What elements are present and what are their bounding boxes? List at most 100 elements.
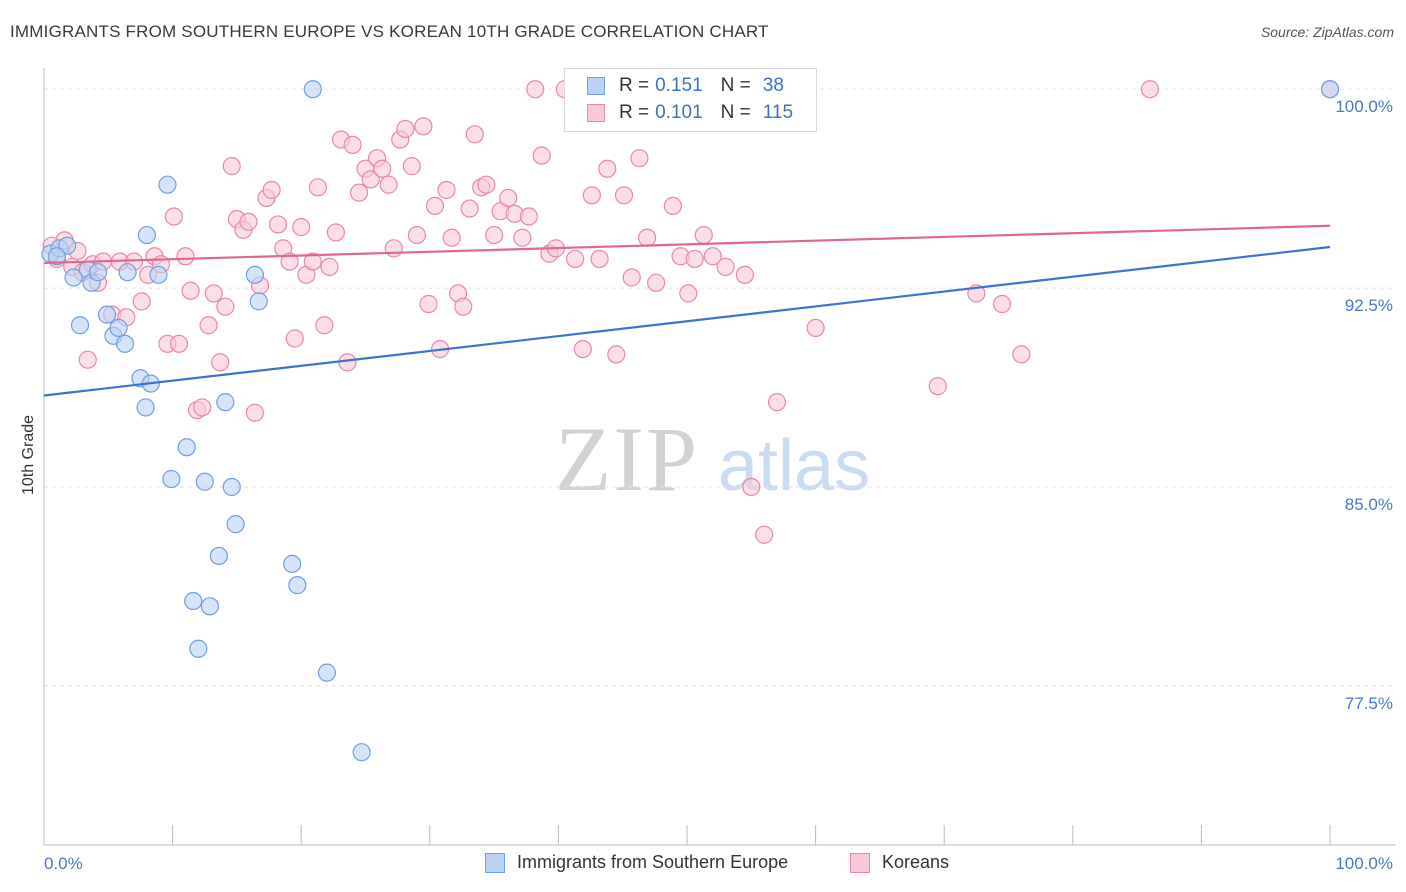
koreans-point: [193, 398, 212, 417]
koreans-point: [573, 339, 592, 359]
koreans-point: [239, 212, 258, 231]
koreans-point: [526, 80, 545, 99]
koreans-point: [598, 159, 617, 178]
koreans-point: [928, 377, 947, 396]
koreans-point: [338, 353, 357, 372]
koreans-point: [216, 297, 235, 316]
koreans-point: [303, 252, 322, 271]
koreans-point: [326, 223, 346, 242]
koreans-point: [499, 188, 518, 208]
koreans-point: [630, 149, 649, 168]
koreans-point: [694, 225, 713, 245]
koreans-point: [735, 265, 754, 284]
koreans-point: [373, 159, 392, 178]
axes: [43, 68, 1396, 846]
koreans-point: [767, 393, 787, 412]
southern-europe-point: [189, 639, 208, 658]
legend-n-label: N =: [720, 75, 751, 96]
legend-item-southern-europe[interactable]: Immigrants from Southern Europe: [485, 852, 788, 873]
southern-europe-point: [118, 263, 137, 282]
southern-europe-point: [115, 334, 135, 353]
legend-r-label: R =: [619, 102, 650, 123]
legend-item-koreans[interactable]: Koreans: [850, 852, 949, 873]
legend-swatch-blue: [485, 852, 505, 873]
legend-row-koreans: R = 0.101 N = 115: [587, 100, 793, 126]
trend-lines: [43, 224, 1331, 397]
koreans-point: [647, 273, 666, 292]
watermark: ZIP atlas: [555, 408, 870, 510]
southern-europe-point: [70, 316, 90, 335]
koreans-point: [716, 257, 735, 276]
koreans-point: [361, 170, 380, 189]
koreans-point: [1012, 345, 1031, 364]
tick-labels: 77.5% 85.0% 92.5% 100.0% 0.0% 100.0%: [44, 97, 1393, 873]
koreans-point: [806, 318, 825, 337]
legend-swatch-pink: [850, 852, 870, 873]
koreans-point: [663, 196, 682, 215]
koreans-point: [590, 249, 609, 269]
koreans-point: [607, 345, 626, 364]
southern-europe-point: [136, 398, 155, 417]
koreans-point: [222, 157, 241, 176]
watermark-atlas: atlas: [718, 426, 870, 506]
x-tick-label: 100.0%: [1335, 854, 1393, 873]
y-tick-label: 77.5%: [1345, 694, 1393, 713]
koreans-point: [992, 294, 1012, 314]
koreans-point: [477, 175, 496, 194]
koreans-point: [211, 353, 230, 372]
koreans-point: [320, 257, 339, 276]
gridlines: [44, 88, 1396, 687]
koreans-point: [419, 294, 438, 314]
koreans-point: [181, 281, 200, 300]
koreans-point: [78, 350, 97, 369]
koreans-point: [315, 316, 334, 335]
southern-europe-point: [149, 265, 168, 284]
y-axis-label: 10th Grade: [20, 415, 37, 495]
legend-r-value: 0.151: [655, 75, 703, 96]
koreans-point: [566, 249, 585, 269]
koreans-point: [485, 225, 504, 245]
southern-europe-trend-line: [43, 245, 1331, 397]
southern-europe-point: [222, 477, 241, 497]
x-tick-label: 0.0%: [44, 854, 83, 873]
legend-row-southern-europe: R = 0.151 N = 38: [587, 73, 784, 99]
southern-europe-point: [1320, 80, 1340, 99]
koreans-trend-line: [43, 224, 1331, 265]
koreans-point: [285, 329, 304, 348]
southern-europe-point: [317, 663, 337, 682]
legend-n-value: 38: [762, 75, 784, 96]
koreans-point: [460, 199, 479, 218]
koreans-point: [379, 175, 398, 194]
legend-label: Immigrants from Southern Europe: [517, 852, 789, 872]
koreans-point: [442, 228, 461, 247]
southern-europe-point: [352, 743, 371, 762]
y-tick-label: 85.0%: [1345, 495, 1393, 514]
koreans-point: [679, 284, 698, 303]
southern-europe-points: [41, 80, 1340, 762]
southern-europe-point: [88, 263, 108, 282]
koreans-point: [396, 119, 415, 139]
koreans-point: [292, 218, 311, 237]
koreans-point: [742, 477, 761, 497]
southern-europe-point: [245, 265, 265, 284]
koreans-point: [164, 207, 183, 226]
southern-europe-point: [216, 393, 235, 412]
koreans-point: [268, 215, 288, 234]
koreans-point: [384, 239, 403, 258]
koreans-point: [622, 268, 641, 287]
koreans-point: [614, 186, 634, 205]
southern-europe-point: [283, 554, 302, 574]
koreans-point: [685, 249, 704, 269]
koreans-point: [638, 228, 657, 247]
watermark-zip: ZIP: [555, 408, 699, 510]
southern-europe-point: [109, 318, 128, 337]
koreans-point: [1140, 80, 1160, 99]
koreans-point: [204, 284, 223, 303]
southern-europe-point: [184, 591, 203, 611]
koreans-point: [437, 180, 456, 200]
koreans-point: [245, 403, 265, 422]
y-tick-label: 92.5%: [1345, 296, 1393, 315]
koreans-point: [425, 196, 445, 215]
legend-n-value: 115: [762, 102, 794, 123]
